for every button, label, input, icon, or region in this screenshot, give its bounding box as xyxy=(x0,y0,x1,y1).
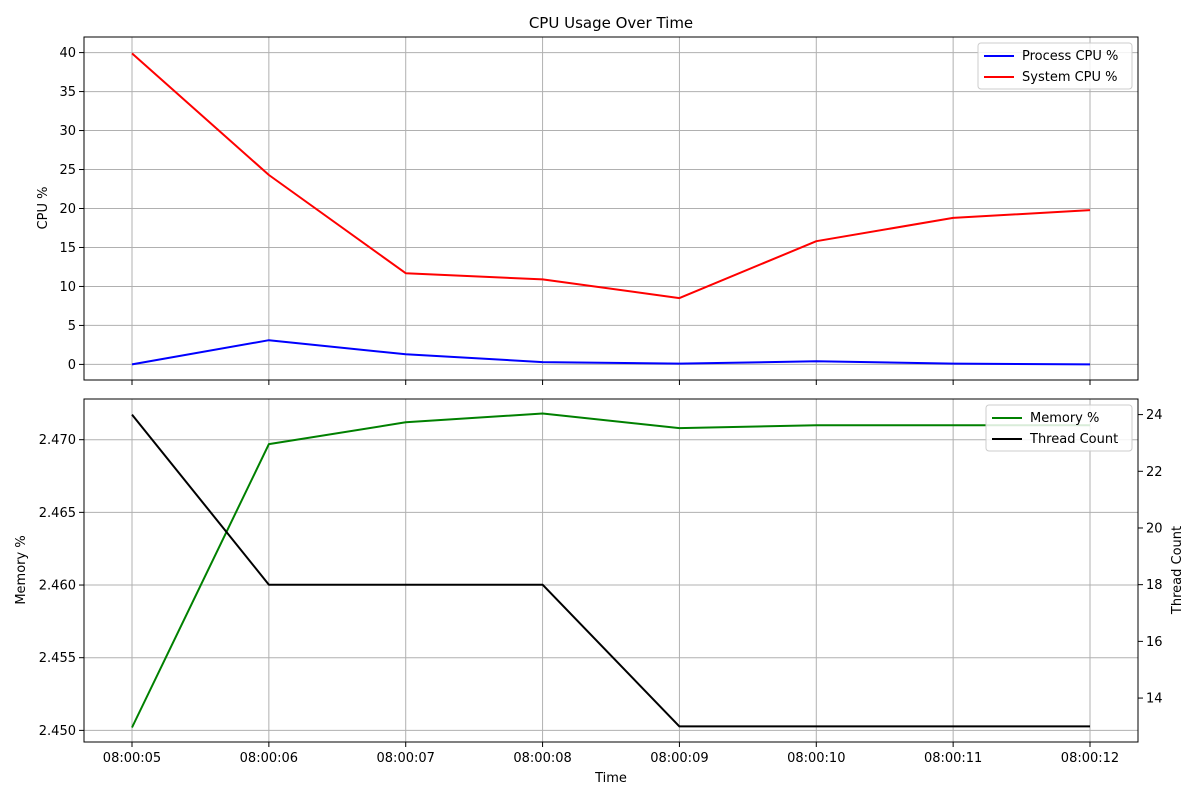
top-y-tick-label-1: 5 xyxy=(68,319,76,334)
bottom-right-y-tick-label-0: 14 xyxy=(1146,692,1163,707)
series-line-memory xyxy=(131,412,1090,728)
chart-title: CPU Usage Over Time xyxy=(529,14,693,32)
bottom-panel-right-y-ticks: 14 16 18 20 22 24 xyxy=(1138,408,1163,707)
bottom-panel-left-y-ticks: 2.450 2.455 2.460 2.465 2.470 xyxy=(39,433,84,739)
bottom-right-y-tick-label-1: 16 xyxy=(1146,635,1163,650)
series-line-thread-count xyxy=(131,413,1090,728)
bottom-right-y-tick-label-4: 22 xyxy=(1146,465,1163,480)
top-y-tick-label-0: 0 xyxy=(68,358,76,373)
bottom-right-y-tick-label-2: 18 xyxy=(1146,578,1163,593)
bottom-legend: Memory % Thread Count xyxy=(985,404,1133,452)
legend-label-system-cpu: System CPU % xyxy=(1022,70,1118,85)
top-y-tick-label-3: 15 xyxy=(59,241,76,256)
x-tick-label-5: 08:00:10 xyxy=(787,751,845,766)
top-y-axis-label: CPU % xyxy=(36,187,51,230)
bottom-panel-lines xyxy=(131,412,1090,728)
bottom-left-y-tick-label-2: 2.460 xyxy=(39,579,76,594)
x-tick-label-2: 08:00:07 xyxy=(377,751,435,766)
x-tick-label-4: 08:00:09 xyxy=(650,751,708,766)
top-legend: Process CPU % System CPU % xyxy=(977,42,1133,90)
series-line-system-cpu xyxy=(131,52,1091,300)
top-y-tick-label-2: 10 xyxy=(59,280,76,295)
bottom-left-y-tick-label-4: 2.470 xyxy=(39,433,76,448)
x-tick-label-7: 08:00:12 xyxy=(1061,751,1119,766)
top-panel-lines xyxy=(131,52,1091,366)
x-axis-label: Time xyxy=(594,771,627,786)
legend-label-process-cpu: Process CPU % xyxy=(1022,49,1118,64)
top-y-tick-label-6: 30 xyxy=(59,124,76,139)
series-line-process-cpu xyxy=(131,339,1091,366)
bottom-left-y-tick-label-1: 2.455 xyxy=(39,651,76,666)
top-panel-grid xyxy=(84,37,1138,380)
x-tick-label-6: 08:00:11 xyxy=(924,751,982,766)
bottom-panel-frame xyxy=(83,398,1139,743)
top-panel-y-ticks: 0 5 10 15 20 25 30 35 40 xyxy=(59,46,84,373)
top-y-tick-label-7: 35 xyxy=(59,85,76,100)
bottom-legend-box xyxy=(985,404,1133,452)
bottom-left-y-tick-label-3: 2.465 xyxy=(39,506,76,521)
bottom-left-y-axis-label: Memory % xyxy=(14,535,29,604)
top-y-tick-label-4: 20 xyxy=(59,202,76,217)
bottom-panel-x-ticks: 08:00:05 08:00:06 08:00:07 08:00:08 08:00:09… xyxy=(103,742,1119,766)
bottom-left-y-tick-label-0: 2.450 xyxy=(39,724,76,739)
bottom-right-y-tick-label-3: 20 xyxy=(1146,521,1163,536)
top-y-tick-label-5: 25 xyxy=(59,163,76,178)
bottom-right-y-axis-label: Thread Count xyxy=(1170,526,1185,615)
legend-label-memory: Memory % xyxy=(1030,411,1099,426)
bottom-panel-grid xyxy=(84,399,1138,742)
x-tick-label-3: 08:00:08 xyxy=(513,751,571,766)
legend-label-thread-count: Thread Count xyxy=(1029,432,1118,447)
x-tick-label-0: 08:00:05 xyxy=(103,751,161,766)
top-legend-box xyxy=(977,42,1133,90)
top-y-tick-label-8: 40 xyxy=(59,46,76,61)
x-tick-label-1: 08:00:06 xyxy=(240,751,298,766)
bottom-right-y-tick-label-5: 24 xyxy=(1146,408,1163,423)
top-panel-x-ticks xyxy=(131,380,1091,385)
